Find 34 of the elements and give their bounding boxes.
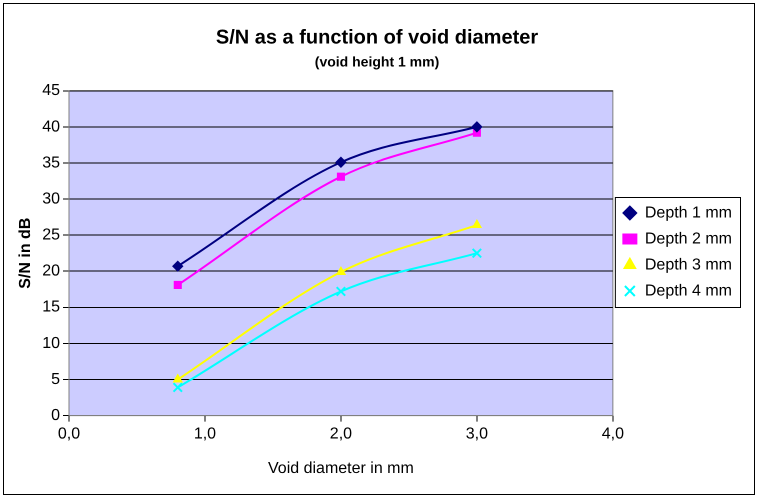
y-tick-label: 20 xyxy=(42,262,60,280)
legend-label: Depth 1 mm xyxy=(644,204,732,222)
legend-label: Depth 3 mm xyxy=(644,256,732,274)
point xyxy=(172,260,184,272)
y-tick-label: 30 xyxy=(42,190,60,208)
y-tick-label: 35 xyxy=(42,154,60,172)
point xyxy=(172,382,184,393)
x-tick-label: 0,0 xyxy=(58,426,80,443)
y-tick-label: 0 xyxy=(51,407,60,424)
x-tick-label: 2,0 xyxy=(330,426,352,443)
point xyxy=(472,220,482,228)
chart-title: S/N as a function of void diameter xyxy=(216,26,538,49)
y-tick-label: 40 xyxy=(42,118,60,136)
y-tick-label: 10 xyxy=(42,334,60,352)
point xyxy=(172,374,183,383)
y-axis-title: S/N in dB xyxy=(17,218,34,289)
x-tick-label: 4,0 xyxy=(602,426,624,443)
x-axis-title: Void diameter in mm xyxy=(268,460,414,477)
x-tick-label: 3,0 xyxy=(466,426,488,443)
legend-label: Depth 4 mm xyxy=(644,282,732,300)
point xyxy=(336,172,345,181)
y-tick-label: 5 xyxy=(51,370,60,388)
point xyxy=(174,280,182,289)
x-tick-label: 1,0 xyxy=(194,426,216,443)
legend-label: Depth 2 mm xyxy=(644,230,732,248)
y-tick-label: 15 xyxy=(42,298,60,316)
point xyxy=(335,156,346,168)
point xyxy=(472,248,482,258)
y-tick-label: 45 xyxy=(42,82,60,100)
chart-subtitle: (void height 1 mm) xyxy=(314,53,440,70)
point xyxy=(336,266,346,275)
point xyxy=(336,286,346,297)
point xyxy=(471,121,482,132)
y-tick-label: 25 xyxy=(42,226,60,244)
